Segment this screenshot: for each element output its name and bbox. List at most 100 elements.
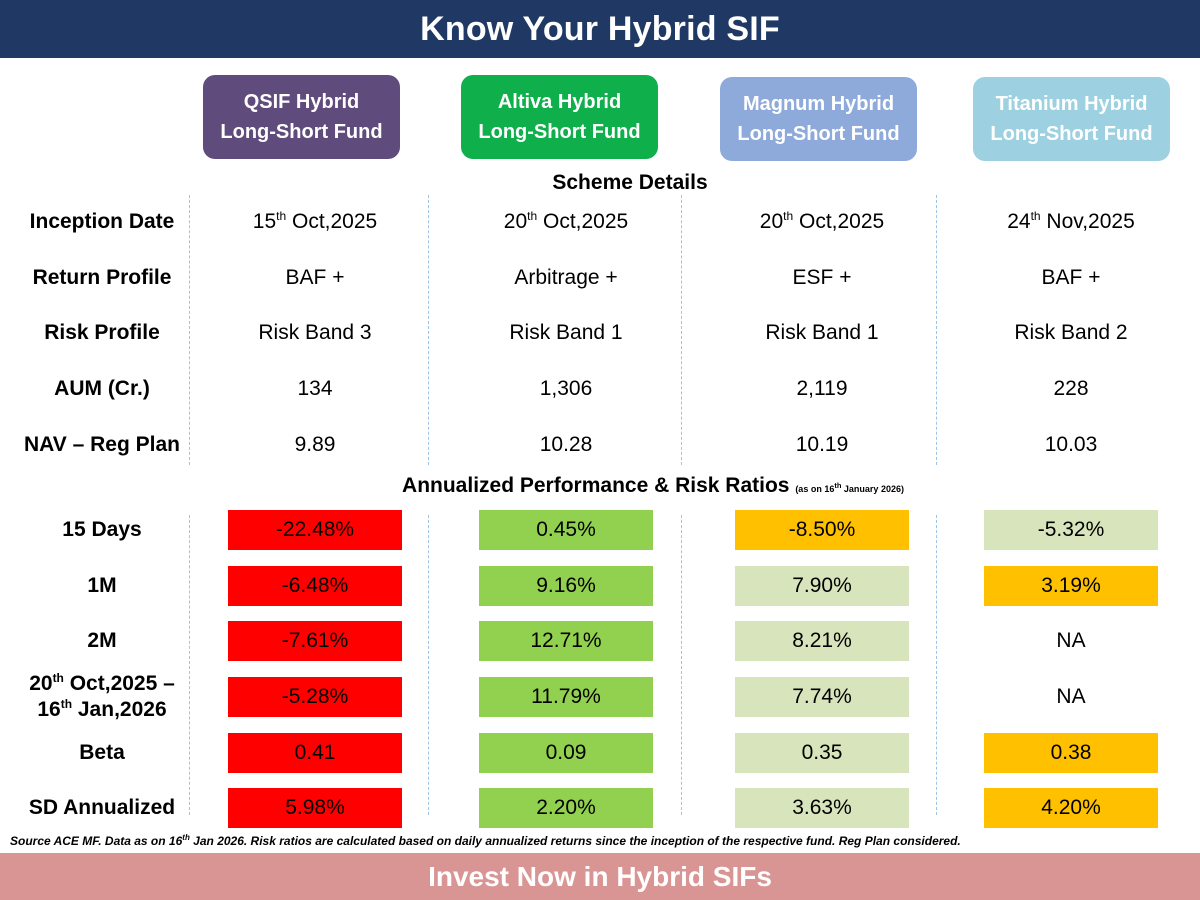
scheme-value: 10.03 (1044, 433, 1098, 456)
date-rest: Oct,2025 (537, 210, 629, 233)
fund-card: Titanium Hybrid Long-Short Fund (973, 77, 1170, 161)
period-end: 16th Jan,2026 (0, 697, 204, 723)
period-start-day: 20 (29, 672, 53, 695)
performance-cell: 0.41 (228, 733, 402, 773)
date-suffix: th (783, 209, 794, 223)
fund-name-line1: Titanium Hybrid (995, 93, 1148, 115)
column-divider (428, 515, 429, 815)
fund-card: QSIF Hybrid Long-Short Fund (203, 75, 400, 159)
performance-cell: 12.71% (479, 621, 653, 661)
performance-cell: NA (984, 621, 1158, 661)
column-divider (428, 195, 429, 465)
scheme-value: 24th Nov,2025 (984, 209, 1158, 235)
performance-cell: -22.48% (228, 510, 402, 550)
performance-cell: -7.61% (228, 621, 402, 661)
date-day: 20 (759, 210, 784, 233)
note-rest: January 2026) (841, 484, 904, 494)
row-label: Return Profile (32, 266, 172, 289)
period-start: 20th Oct,2025 – (0, 671, 204, 697)
date-suffix: th (276, 209, 287, 223)
column-divider (681, 515, 682, 815)
row-label: Risk Profile (44, 321, 160, 344)
scheme-value: Risk Band 2 (1014, 321, 1128, 344)
scheme-value: ESF + (792, 266, 852, 289)
note-suffix: th (834, 481, 842, 490)
scheme-value: 228 (1053, 377, 1089, 400)
scheme-value: 20th Oct,2025 (735, 209, 909, 235)
column-divider (189, 195, 190, 465)
date-rest: Nov,2025 (1040, 210, 1135, 233)
performance-cell: 0.45% (479, 510, 653, 550)
scheme-value: 15th Oct,2025 (228, 209, 402, 235)
performance-cell: 0.09 (479, 733, 653, 773)
date-suffix: th (527, 209, 538, 223)
scheme-details-heading: Scheme Details (552, 171, 708, 194)
note-prefix: (as on 16 (795, 484, 835, 494)
footnote-suffix: th (182, 833, 190, 842)
performance-cell: 7.74% (735, 677, 909, 717)
performance-cell: 3.63% (735, 788, 909, 828)
scheme-value: 10.19 (795, 433, 849, 456)
performance-cell: 2.20% (479, 788, 653, 828)
row-label: AUM (Cr.) (54, 377, 150, 400)
period-start-rest: Oct,2025 – (63, 672, 175, 695)
page-title: Know Your Hybrid SIF (0, 0, 1200, 58)
performance-cell: 9.16% (479, 566, 653, 606)
scheme-value: Risk Band 3 (258, 321, 372, 344)
column-divider (936, 195, 937, 465)
row-label: 1M (87, 574, 117, 597)
fund-name-line2: Long-Short Fund (220, 121, 383, 143)
scheme-value: 2,119 (796, 377, 848, 400)
as-on-date-note: (as on 16th January 2026) (795, 481, 904, 494)
date-day: 20 (503, 210, 528, 233)
performance-cell: 5.98% (228, 788, 402, 828)
row-label: 20th Oct,2025 –16th Jan,2026 (0, 671, 204, 723)
date-rest: Oct,2025 (286, 210, 378, 233)
performance-cell: 11.79% (479, 677, 653, 717)
performance-cell: 4.20% (984, 788, 1158, 828)
scheme-value: Risk Band 1 (765, 321, 879, 344)
scheme-value: 20th Oct,2025 (479, 209, 653, 235)
column-divider (189, 515, 190, 815)
row-label: 2M (87, 629, 117, 652)
scheme-value: 1,306 (539, 377, 593, 400)
invest-now-banner[interactable]: Invest Now in Hybrid SIFs (0, 853, 1200, 900)
column-divider (936, 515, 937, 815)
date-suffix: th (1030, 209, 1041, 223)
period-end-suffix: th (60, 697, 73, 711)
performance-cell: 0.35 (735, 733, 909, 773)
performance-cell: 7.90% (735, 566, 909, 606)
scheme-value: BAF + (1041, 266, 1101, 289)
footnote: Source ACE MF. Data as on 16th Jan 2026.… (10, 833, 961, 848)
date-day: 24 (1007, 210, 1031, 233)
date-day: 15 (252, 210, 277, 233)
period-end-day: 16 (37, 698, 61, 721)
date-rest: Oct,2025 (793, 210, 885, 233)
fund-name-line1: QSIF Hybrid (243, 91, 360, 113)
performance-heading-text: Annualized Performance & Risk Ratios (402, 474, 796, 497)
performance-cell: -6.48% (228, 566, 402, 606)
fund-card: Altiva Hybrid Long-Short Fund (461, 75, 658, 159)
scheme-value: 10.28 (539, 433, 593, 456)
fund-name-line1: Altiva Hybrid (497, 91, 622, 113)
row-label: 15 Days (62, 518, 142, 541)
scheme-value: 134 (297, 377, 333, 400)
fund-name-line2: Long-Short Fund (990, 123, 1153, 145)
period-end-rest: Jan,2026 (72, 698, 167, 721)
row-label: NAV – Reg Plan (24, 433, 180, 456)
scheme-value: Arbitrage + (514, 266, 618, 289)
performance-cell: -5.28% (228, 677, 402, 717)
fund-name-line2: Long-Short Fund (478, 121, 641, 143)
performance-cell: -8.50% (735, 510, 909, 550)
footnote-prefix: Source ACE MF. Data as on 16 (10, 834, 183, 848)
period-start-suffix: th (52, 671, 64, 685)
performance-heading: Annualized Performance & Risk Ratios (as… (0, 474, 1200, 498)
footnote-rest: Jan 2026. Risk ratios are calculated bas… (189, 834, 961, 848)
row-label: Beta (79, 741, 125, 764)
scheme-value: Risk Band 1 (509, 321, 623, 344)
performance-cell: 0.38 (984, 733, 1158, 773)
fund-name-line1: Magnum Hybrid (742, 93, 895, 115)
fund-card: Magnum Hybrid Long-Short Fund (720, 77, 917, 161)
scheme-value: BAF + (285, 266, 345, 289)
performance-cell: 3.19% (984, 566, 1158, 606)
